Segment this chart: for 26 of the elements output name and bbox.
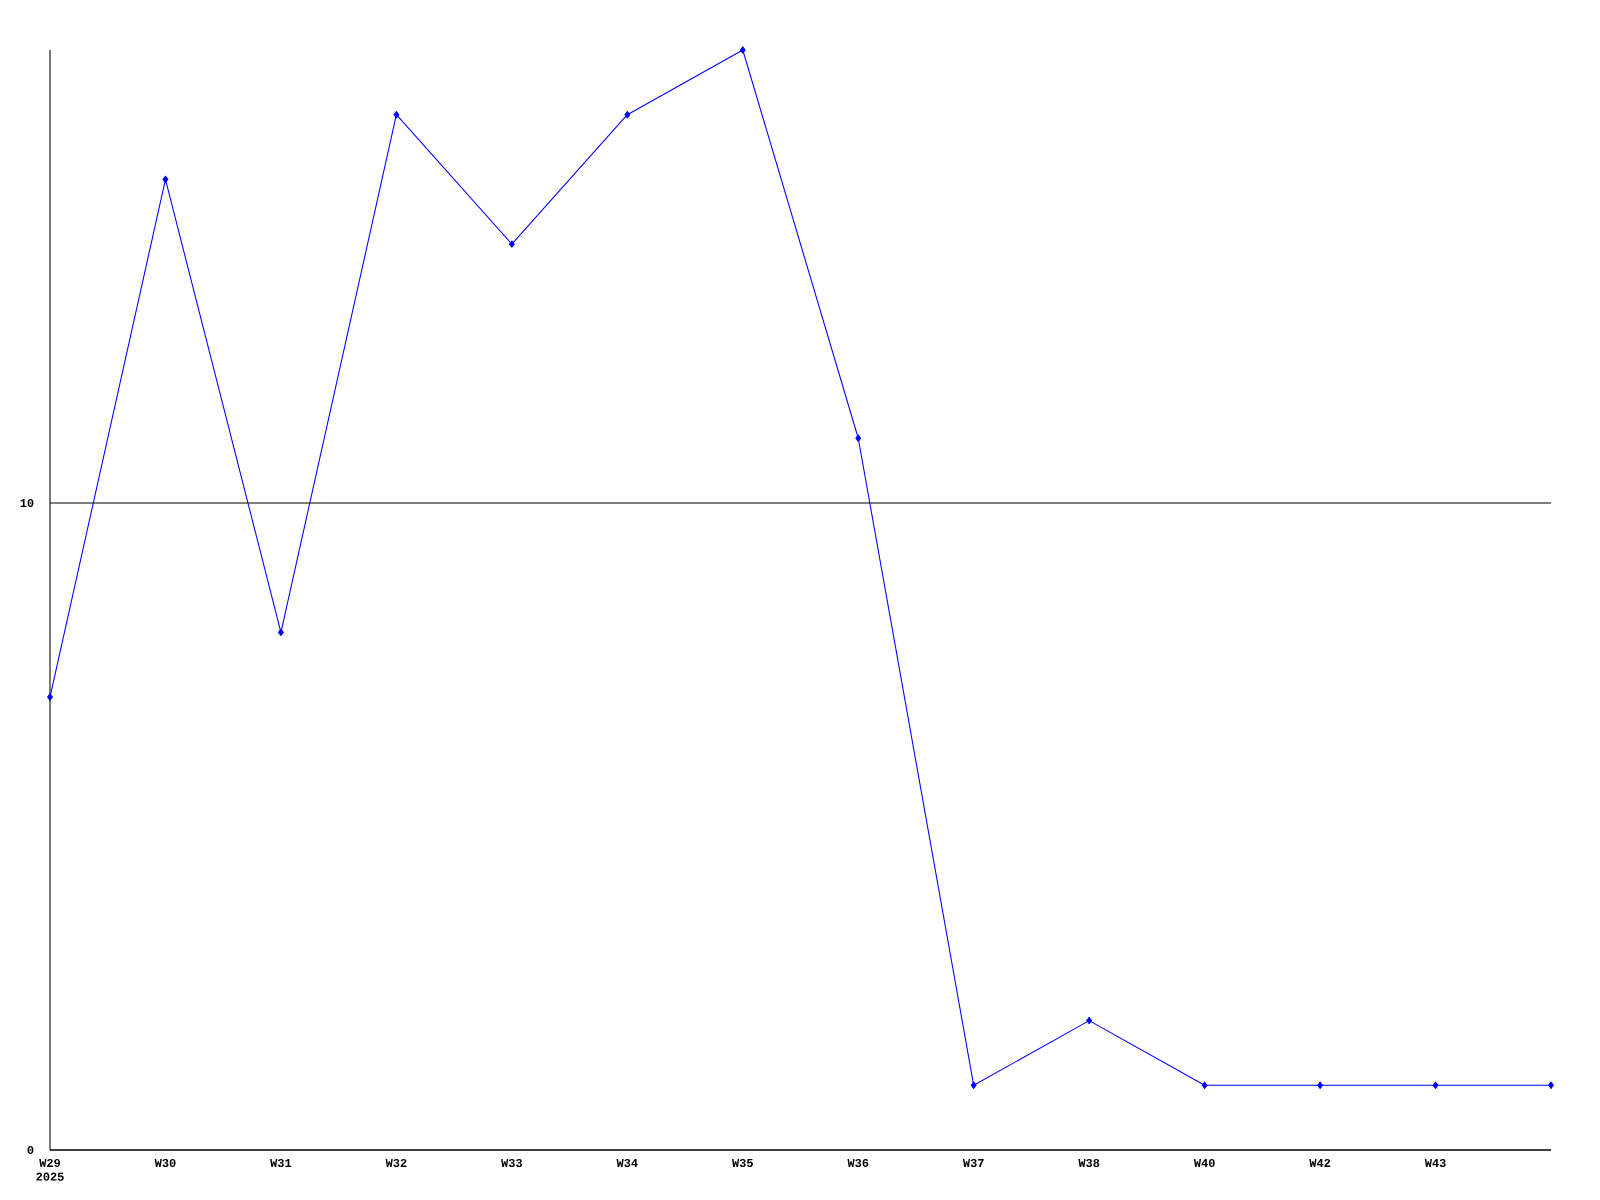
point (47, 693, 53, 701)
point (624, 111, 631, 119)
x-tick-label: W37 (962, 1158, 984, 1168)
point (739, 46, 746, 54)
x-tick-label: W32 (385, 1158, 407, 1168)
point (393, 111, 400, 119)
point (855, 434, 862, 442)
point (1201, 1081, 1208, 1090)
x-tick-label: W40 (1193, 1158, 1215, 1168)
point (970, 1081, 977, 1090)
point (1086, 1016, 1093, 1025)
x-tick-label: W43 (1424, 1158, 1446, 1168)
point (162, 175, 169, 184)
x-tick-label: W35 (732, 1158, 753, 1168)
y-tick-label: 10 (20, 498, 34, 507)
x-tick-label: W30 (154, 1158, 176, 1168)
y-tick-label: 0 (27, 1145, 34, 1155)
x-tick-label: W33 (501, 1158, 522, 1168)
point (508, 240, 515, 248)
x-tick-label: W36 (847, 1158, 869, 1168)
point (1432, 1081, 1439, 1090)
x-tick-label: W34 (616, 1158, 638, 1168)
x-tick-label: W42 (1309, 1158, 1331, 1167)
x-tick-label: W29 2025 (36, 1158, 64, 1181)
x-tick-label: W31 (270, 1158, 292, 1168)
x-tick-label: W38 (1078, 1158, 1100, 1168)
